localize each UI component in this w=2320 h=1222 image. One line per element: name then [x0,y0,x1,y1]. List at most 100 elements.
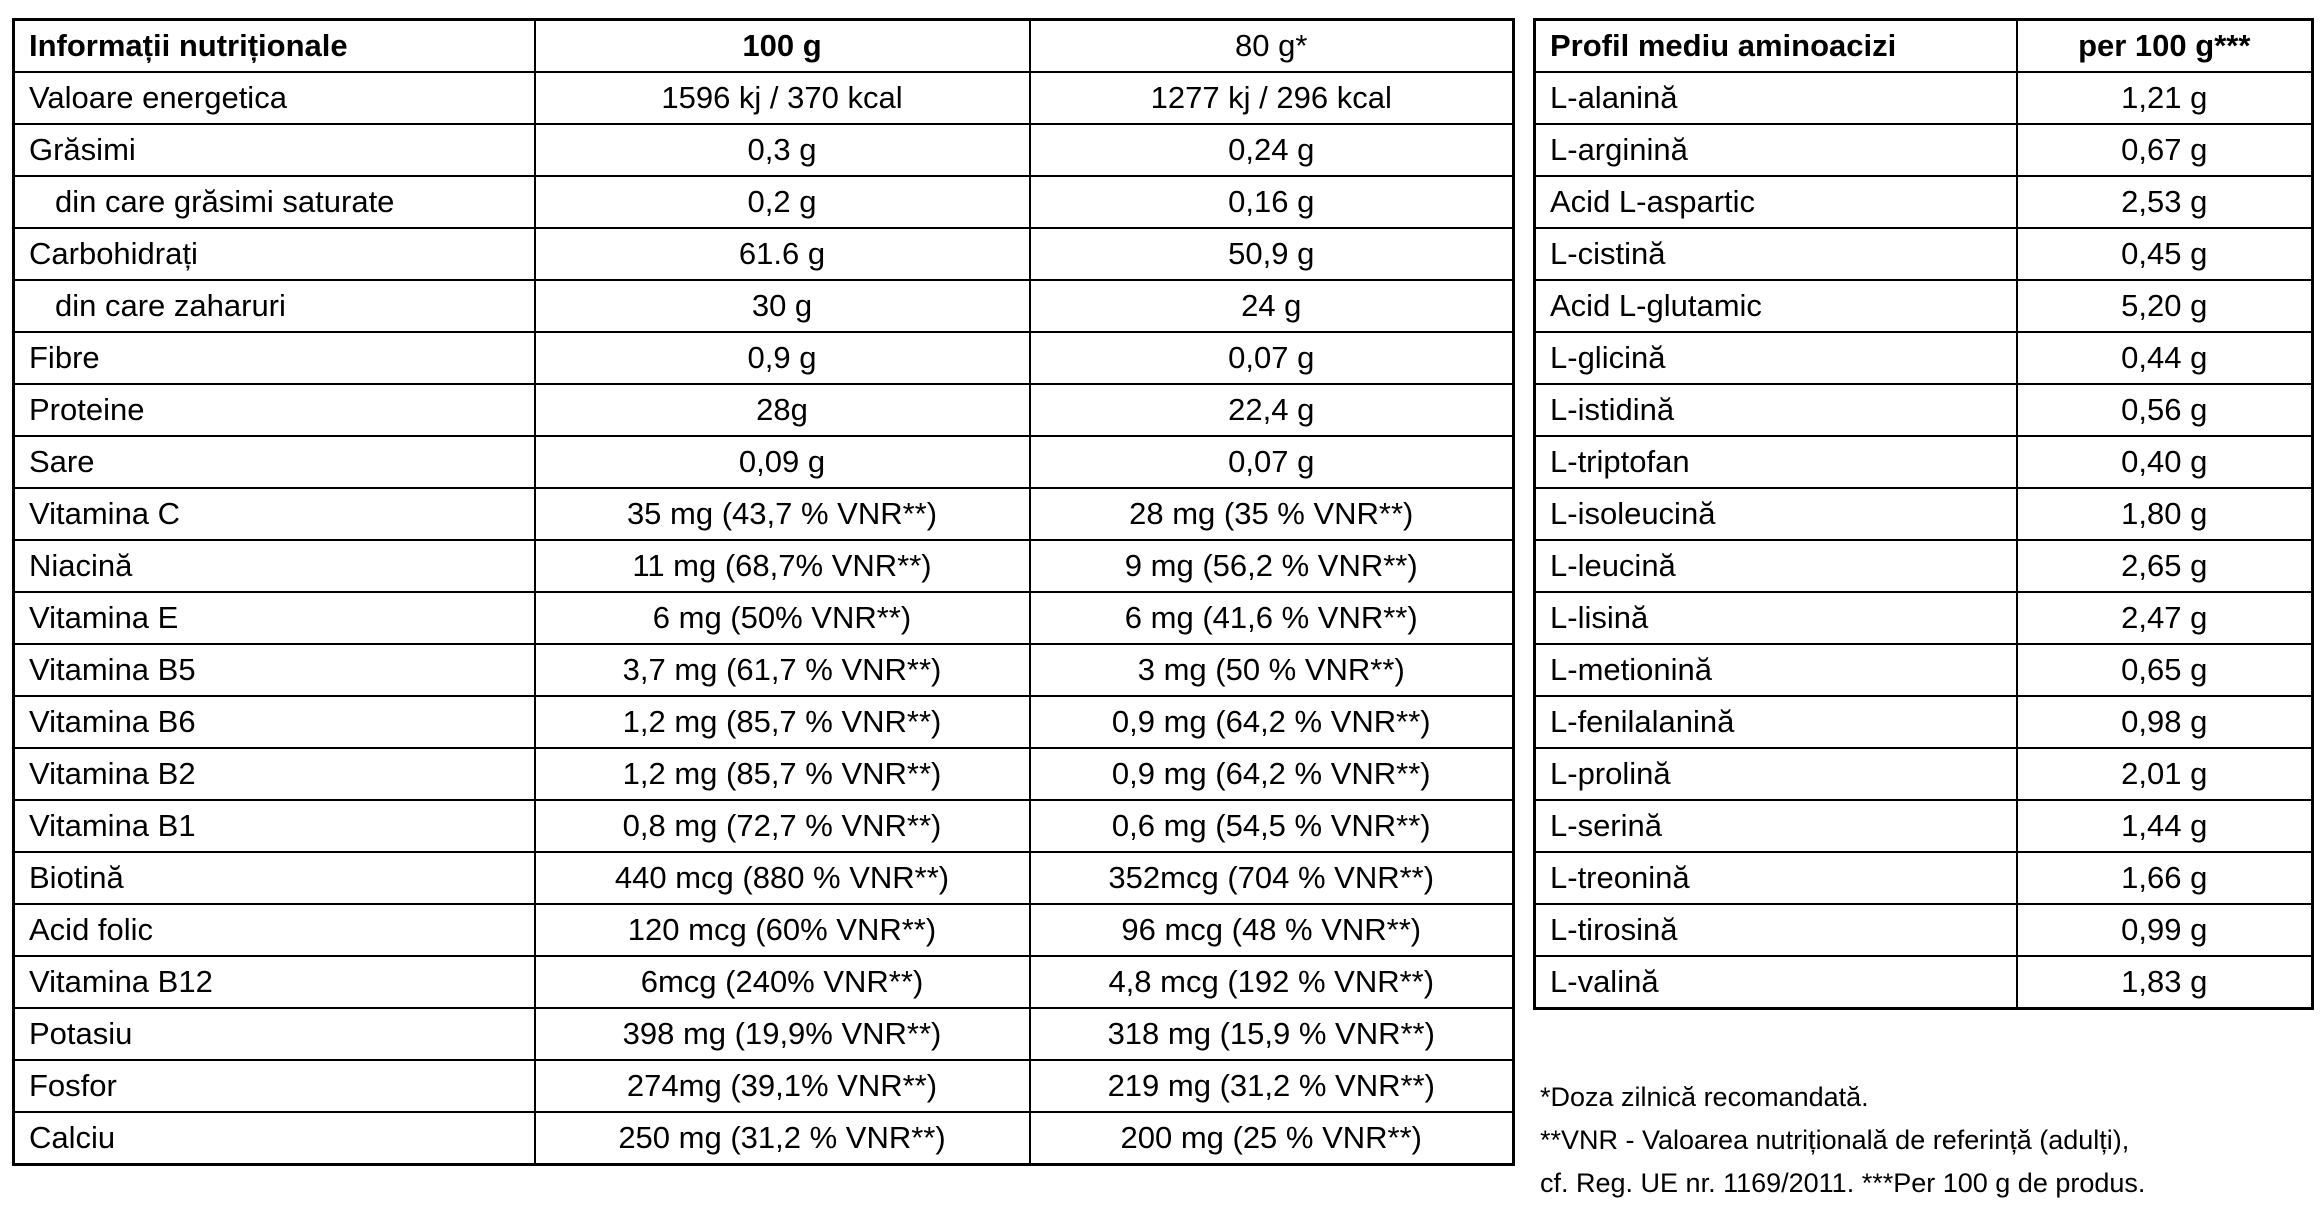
label-cell: Acid L-aspartic [1533,175,2018,229]
value-cell: 1277 kj / 296 kcal [1028,71,1515,125]
value-cell: 1,80 g [2015,487,2314,541]
value-cell: 3 mg (50 % VNR**) [1028,643,1515,697]
value-cell: 1,2 mg (85,7 % VNR**) [533,695,1031,749]
row: L-cistină 0,45 g [1533,227,2314,281]
row: L-isoleucină 1,80 g [1533,487,2314,541]
value-cell: 30 g [533,279,1031,333]
value-cell: 11 mg (68,7% VNR**) [533,539,1031,593]
label-cell: L-serină [1533,799,2018,853]
value-cell: 2,65 g [2015,539,2314,593]
label-cell: Valoare energetica [12,71,536,125]
value-cell: 0,24 g [1028,123,1515,177]
label-cell: Vitamina B6 [12,695,536,749]
label-cell: Grăsimi [12,123,536,177]
value-cell: 1,21 g [2015,71,2314,125]
value-cell: 0,56 g [2015,383,2314,437]
row: L-treonină 1,66 g [1533,851,2314,905]
value-cell: 1,66 g [2015,851,2314,905]
row: Calciu 250 mg (31,2 % VNR**) 200 mg (25 % … [12,1111,1515,1166]
label-cell: Vitamina B2 [12,747,536,801]
row: Biotină 440 mcg (880 % VNR**) 352mcg (704 … [12,851,1515,905]
value-cell: 1,83 g [2015,955,2314,1010]
header-cell: Profil mediu aminoacizi [1533,18,2018,73]
value-cell: 50,9 g [1028,227,1515,281]
value-cell: 6 mg (50% VNR**) [533,591,1031,645]
value-cell: 0,09 g [533,435,1031,489]
row: Grăsimi 0,3 g 0,24 g [12,123,1515,177]
value-cell: 6mcg (240% VNR**) [533,955,1031,1009]
value-cell: 5,20 g [2015,279,2314,333]
label-cell: L-metionină [1533,643,2018,697]
label-cell: L-leucină [1533,539,2018,593]
row: L-serină 1,44 g [1533,799,2314,853]
row: Acid L-glutamic 5,20 g [1533,279,2314,333]
row: L-alanină 1,21 g [1533,71,2314,125]
row: Vitamina B5 3,7 mg (61,7 % VNR**) 3 mg (50… [12,643,1515,697]
value-cell: 28 mg (35 % VNR**) [1028,487,1515,541]
label-cell: Fibre [12,331,536,385]
value-cell: 35 mg (43,7 % VNR**) [533,487,1031,541]
row: L-fenilalanină 0,98 g [1533,695,2314,749]
label-cell: L-isoleucină [1533,487,2018,541]
value-cell: 398 mg (19,9% VNR**) [533,1007,1031,1061]
value-cell: 3,7 mg (61,7 % VNR**) [533,643,1031,697]
amino-table: Profil mediu aminoacizi per 100 g*** L-al… [1533,18,2314,1010]
header-cell: 100 g [533,18,1031,73]
row: Vitamina B6 1,2 mg (85,7 % VNR**) 0,9 mg (… [12,695,1515,749]
value-cell: 1,44 g [2015,799,2314,853]
value-cell: 96 mcg (48 % VNR**) [1028,903,1515,957]
label-cell: din care zaharuri [12,279,536,333]
row: Vitamina C 35 mg (43,7 % VNR**) 28 mg (35 … [12,487,1515,541]
row: L-leucină 2,65 g [1533,539,2314,593]
value-cell: 200 mg (25 % VNR**) [1028,1111,1515,1166]
value-cell: 0,40 g [2015,435,2314,489]
label-cell: Fosfor [12,1059,536,1113]
row: L-valină 1,83 g [1533,955,2314,1010]
value-cell: 0,67 g [2015,123,2314,177]
label-cell: L-glicină [1533,331,2018,385]
value-cell: 2,01 g [2015,747,2314,801]
row: Fosfor 274mg (39,1% VNR**) 219 mg (31,2 % … [12,1059,1515,1113]
value-cell: 0,65 g [2015,643,2314,697]
header-cell: 80 g* [1028,18,1515,73]
row: din care grăsimi saturate 0,2 g 0,16 g [12,175,1515,229]
row: L-lisină 2,47 g [1533,591,2314,645]
value-cell: 1,2 mg (85,7 % VNR**) [533,747,1031,801]
label-cell: Calciu [12,1111,536,1166]
label-cell: L-valină [1533,955,2018,1010]
value-cell: 0,45 g [2015,227,2314,281]
value-cell: 0,3 g [533,123,1031,177]
row: Potasiu 398 mg (19,9% VNR**) 318 mg (15,9 … [12,1007,1515,1061]
row: Vitamina B2 1,2 mg (85,7 % VNR**) 0,9 mg (… [12,747,1515,801]
label-cell: L-lisină [1533,591,2018,645]
label-cell: Vitamina E [12,591,536,645]
label-cell: Proteine [12,383,536,437]
value-cell: 318 mg (15,9 % VNR**) [1028,1007,1515,1061]
row: din care zaharuri 30 g 24 g [12,279,1515,333]
label-cell: Biotină [12,851,536,905]
value-cell: 2,47 g [2015,591,2314,645]
row: L-arginină 0,67 g [1533,123,2314,177]
label-cell: L-arginină [1533,123,2018,177]
label-cell: Carbohidrați [12,227,536,281]
row: L-metionină 0,65 g [1533,643,2314,697]
label-cell: Vitamina C [12,487,536,541]
label-cell: L-alanină [1533,71,2018,125]
value-cell: 0,07 g [1028,331,1515,385]
label-cell: Acid folic [12,903,536,957]
label-cell: L-fenilalanină [1533,695,2018,749]
value-cell: 274mg (39,1% VNR**) [533,1059,1031,1113]
footnote: cf. Reg. UE nr. 1169/2011. ***Per 100 g … [1540,1168,2146,1198]
header-row: Profil mediu aminoacizi per 100 g*** [1533,18,2314,73]
value-cell: 2,53 g [2015,175,2314,229]
label-cell: L-cistină [1533,227,2018,281]
footnote: *Doza zilnică recomandată. [1540,1082,1869,1112]
label-cell: Sare [12,435,536,489]
value-cell: 0,6 mg (54,5 % VNR**) [1028,799,1515,853]
row: Acid L-aspartic 2,53 g [1533,175,2314,229]
value-cell: 61.6 g [533,227,1031,281]
row: Sare 0,09 g 0,07 g [12,435,1515,489]
row: L-glicină 0,44 g [1533,331,2314,385]
